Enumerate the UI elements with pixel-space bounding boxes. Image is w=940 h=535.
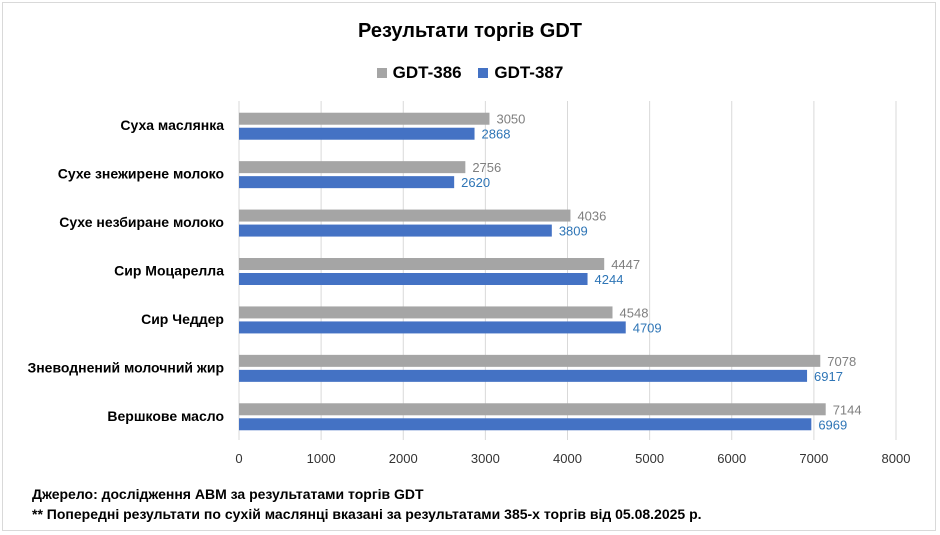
x-tick-label: 4000 [553, 451, 582, 466]
chart-title: Результати торгів GDT [358, 20, 582, 42]
bar-gdt-386 [239, 258, 605, 270]
bar-gdt-387 [239, 321, 626, 334]
data-label-gdt-386: 4548 [620, 305, 649, 320]
data-label-gdt-387: 4244 [595, 272, 624, 287]
bar-gdt-386 [239, 209, 571, 222]
category-label: Вершкове масло [107, 408, 224, 424]
x-tick-label: 5000 [635, 451, 664, 466]
data-label-gdt-387: 2868 [482, 127, 511, 142]
data-label-gdt-386: 7144 [833, 402, 862, 417]
data-label-gdt-386: 7078 [827, 354, 856, 369]
data-label-gdt-386: 3050 [496, 112, 525, 127]
data-label-gdt-387: 6917 [814, 369, 843, 384]
category-label: Сухе незбиране молоко [59, 214, 224, 230]
data-label-gdt-386: 4447 [611, 257, 640, 272]
bar-gdt-386 [239, 161, 466, 174]
bar-gdt-386 [239, 306, 613, 319]
legend-item-series-1: GDT-386 [376, 63, 462, 83]
category-label: Сухе знежирене молоко [58, 166, 224, 182]
data-label-gdt-386: 4036 [577, 209, 606, 224]
legend-label-series-1: GDT-386 [392, 63, 462, 82]
bar-gdt-387 [239, 224, 552, 237]
data-label-gdt-386: 2756 [472, 160, 501, 175]
chart-legend: GDT-386 GDT-387 [0, 63, 940, 83]
bar-gdt-387 [239, 273, 588, 285]
legend-label-series-2: GDT-387 [494, 63, 564, 82]
bar-gdt-386 [239, 403, 826, 416]
bar-gdt-386 [239, 112, 490, 125]
category-label: Сир Чеддер [141, 311, 224, 327]
bar-gdt-387 [239, 127, 475, 140]
bar-gdt-387 [239, 369, 808, 382]
x-tick-label: 3000 [471, 451, 500, 466]
legend-swatch-series-1 [376, 68, 387, 78]
footer-note: ** Попередні результати по сухій маслянц… [32, 506, 702, 522]
x-tick-label: 0 [235, 451, 242, 466]
data-label-gdt-387: 4709 [633, 320, 662, 335]
data-label-gdt-387: 3809 [559, 224, 588, 239]
x-tick-label: 6000 [717, 451, 746, 466]
legend-swatch-series-2 [478, 68, 489, 78]
x-tick-label: 1000 [307, 451, 336, 466]
category-label: Сир Моцарелла [114, 263, 224, 279]
category-label: Суха маслянка [120, 117, 224, 133]
data-label-gdt-387: 6969 [818, 417, 847, 432]
footer-source: Джерело: дослідження АВМ за результатами… [32, 486, 424, 502]
bar-gdt-387 [239, 176, 455, 189]
bar-gdt-387 [239, 418, 812, 431]
legend-item-series-2: GDT-387 [478, 63, 563, 83]
x-tick-label: 2000 [389, 451, 418, 466]
bar-gdt-386 [239, 354, 821, 367]
category-label: Зневоднений молочний жир [27, 359, 224, 375]
x-tick-label: 8000 [882, 451, 911, 466]
data-label-gdt-387: 2620 [461, 175, 490, 190]
x-tick-label: 7000 [799, 451, 828, 466]
